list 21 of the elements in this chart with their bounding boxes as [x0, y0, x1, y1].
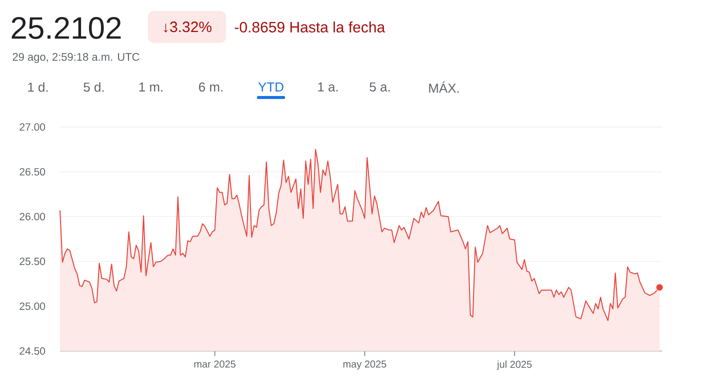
text: 1 a. — [318, 82, 338, 92]
y-tick-label: 26.50 — [20, 168, 46, 176]
text: MÁX. — [429, 81, 459, 93]
text: 1 d. — [28, 82, 48, 92]
x-tick-label: jul 2025 — [496, 360, 532, 370]
text: 5 a. — [370, 82, 390, 92]
y-tick-label: 27.00 — [20, 123, 46, 131]
x-tick-label: mar 2025 — [194, 360, 236, 368]
text: -0.8659 Hasta la fecha — [234, 21, 386, 32]
y-tick-label: 26.00 — [20, 212, 46, 220]
text: 1 m. — [139, 82, 162, 92]
x-tick-label: may 2025 — [343, 360, 386, 370]
text: 6 m. — [199, 82, 222, 92]
text: ↓3.32% — [164, 22, 212, 32]
text: 29 ago, 2:59:18 a.m. UTC — [12, 53, 140, 63]
y-tick-label: 25.50 — [20, 258, 46, 266]
text: YTD — [258, 82, 284, 92]
y-tick-label: 25.00 — [20, 302, 46, 310]
y-tick-label: 24.50 — [20, 347, 46, 355]
chart-title: 25.2102 — [12, 17, 121, 39]
text: 5 d. — [84, 82, 104, 92]
